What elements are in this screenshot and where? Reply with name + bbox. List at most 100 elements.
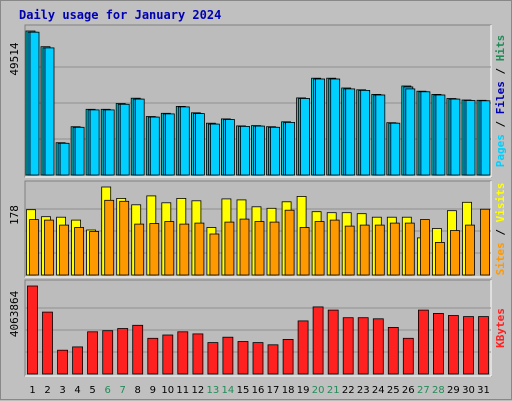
bar-pages-day-12 [194,113,205,176]
legend-files: Files [494,81,507,114]
bar-sites-day-5 [89,231,99,276]
bar-pages-day-30 [465,100,476,176]
day-label-8: 8 [135,385,141,396]
bar-pages-day-27 [420,91,431,176]
day-label-27: 27 [417,385,430,396]
bar-pages-day-28 [435,94,446,176]
bar-pages-day-4 [74,126,85,176]
bar-sites-day-16 [254,221,265,276]
bar-pages-day-3 [59,142,70,176]
bar-pages-day-14 [224,119,235,176]
bar-pages-day-9 [149,116,160,176]
bar-kbytes-day-8 [132,324,144,375]
bar-kbytes-day-1 [27,285,38,375]
bar-kbytes-day-16 [252,342,264,375]
day-label-3: 3 [59,385,65,396]
bar-sites-day-6 [104,199,115,276]
bar-kbytes-day-20 [312,306,324,375]
day-label-16: 16 [252,385,265,396]
bar-sites-day-25 [389,222,400,276]
day-label-18: 18 [282,385,295,396]
legend-separator: / [494,222,507,242]
bar-kbytes-day-27 [417,309,429,375]
day-label-11: 11 [176,385,189,396]
legend-kbytes: KBytes [494,308,507,348]
bar-pages-day-13 [209,123,220,176]
bar-pages-day-16 [255,125,265,176]
day-label-7: 7 [120,385,126,396]
bar-sites-day-15 [239,218,250,276]
day-label-25: 25 [387,385,400,396]
bar-pages-day-11 [179,106,190,176]
day-label-26: 26 [402,385,415,396]
bar-pages-day-29 [450,98,461,176]
bar-sites-day-29 [449,230,460,276]
bar-pages-day-18 [285,122,296,176]
bar-pages-day-31 [480,100,491,176]
bar-kbytes-day-22 [342,317,354,375]
day-label-14: 14 [222,385,235,396]
bar-kbytes-day-12 [192,333,204,375]
bar-sites-day-19 [299,227,310,276]
bar-kbytes-day-6 [102,330,114,375]
bar-kbytes-day-17 [267,344,279,375]
legend-separator: / [494,114,507,134]
bar-kbytes-day-4 [72,346,83,375]
bar-pages-day-21 [330,78,341,176]
bar-sites-day-7 [119,200,130,276]
bar-sites-day-9 [149,223,160,276]
day-label-15: 15 [237,385,250,396]
y-max-label: 4063864 [8,290,21,337]
legend-pages: Pages [494,134,507,167]
bar-sites-day-18 [284,209,295,276]
bar-pages-day-17 [270,126,280,176]
bar-kbytes-day-28 [432,312,444,375]
bar-sites-day-14 [224,221,235,276]
day-label-19: 19 [297,385,310,396]
bar-kbytes-day-18 [282,338,294,375]
series-legend: Pages / Files / Hits [494,35,507,168]
day-label-20: 20 [312,385,325,396]
bar-kbytes-day-19 [297,320,309,375]
bar-kbytes-day-9 [147,337,159,375]
bar-sites-day-26 [404,222,415,276]
bar-sites-day-12 [194,222,205,276]
bar-sites-day-4 [74,227,84,276]
day-label-2: 2 [44,385,50,396]
bar-sites-day-2 [44,219,54,276]
bar-sites-day-20 [314,221,325,276]
y-max-label: 178 [8,205,21,225]
day-label-5: 5 [89,385,95,396]
bar-kbytes-day-21 [327,309,339,375]
panel-visits-sites: 178 Sites / Visits [8,180,507,278]
bar-pages-day-22 [345,88,356,176]
bar-sites-day-17 [269,221,280,276]
bar-kbytes-day-13 [207,342,219,375]
bar-kbytes-day-25 [387,326,399,375]
bar-kbytes-day-11 [177,331,189,375]
bar-pages-day-8 [134,98,145,176]
day-label-22: 22 [342,385,355,396]
bar-pages-day-19 [300,98,311,176]
bar-pages-day-2 [44,47,55,176]
bar-kbytes-day-26 [402,337,414,375]
bar-sites-day-22 [344,225,355,276]
day-label-28: 28 [432,385,445,396]
bar-sites-day-21 [329,219,340,276]
bar-kbytes-day-23 [357,317,369,375]
bar-sites-day-3 [59,224,69,276]
bar-sites-day-23 [359,224,370,276]
y-max-label: 49514 [8,42,21,75]
bar-kbytes-day-3 [57,349,68,375]
day-labels: 1 2 3 4 5 6 7 8 9 10 11 12 13 14 15 16 17 18 19 20 21 22 23 24 2… [29,385,490,396]
bar-pages-day-25 [390,122,401,176]
bar-sites-day-1 [29,219,39,276]
bar-pages-day-26 [405,88,416,176]
bar-kbytes-day-31 [478,316,489,375]
bar-sites-day-28 [434,241,445,276]
series-legend: KBytes [494,308,507,348]
bar-sites-day-8 [134,223,145,276]
day-label-1: 1 [29,385,35,396]
day-label-31: 31 [477,385,490,396]
